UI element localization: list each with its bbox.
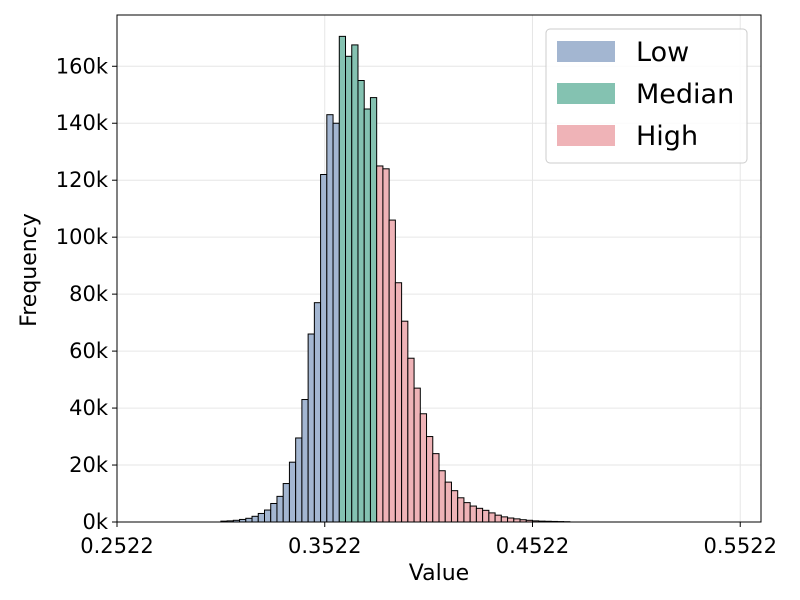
histogram-bar-low	[257, 512, 265, 523]
legend-label-low: Low	[636, 37, 689, 68]
histogram-bar-low	[288, 461, 297, 523]
y-tick-label: 60k	[69, 339, 109, 363]
histogram-bar-high	[488, 512, 496, 523]
histogram-bar-high	[463, 502, 471, 523]
histogram-bar-high	[382, 168, 390, 523]
legend-swatch-median	[557, 83, 615, 104]
histogram-bar-high	[500, 516, 509, 523]
histogram-bar-low	[276, 495, 284, 523]
histogram-bar-median	[363, 108, 371, 523]
y-tick-label: 120k	[56, 168, 109, 192]
histogram-bar-high	[426, 436, 434, 523]
histogram-bar-high	[450, 490, 459, 523]
histogram-bar-low	[251, 515, 259, 523]
legend: Low Median High	[545, 28, 748, 164]
histogram-bar-high	[432, 453, 440, 523]
histogram-bar-low	[320, 174, 328, 523]
y-tick-label: 100k	[56, 225, 109, 249]
histogram-bar-low	[282, 483, 290, 523]
y-axis-ticks: 0k 20k 40k 60k 80k 100k 120k 140k 160k	[56, 54, 117, 534]
x-tick-label: 0.5522	[703, 534, 776, 558]
histogram-bar-high	[394, 282, 403, 523]
histogram-bar-median	[351, 44, 359, 523]
histogram-bar-low	[270, 502, 278, 523]
histogram-bar-high	[376, 165, 384, 523]
histogram-bar-high	[438, 470, 446, 523]
histogram-bar-median	[338, 35, 347, 523]
y-tick-label: 160k	[56, 54, 109, 78]
histogram-bars	[220, 35, 571, 523]
histogram-bar-median	[369, 97, 378, 523]
histogram-bar-high	[494, 514, 502, 523]
histogram-bar-low	[295, 437, 303, 523]
x-tick-label: 0.4522	[496, 534, 569, 558]
histogram-bar-high	[407, 357, 415, 523]
y-tick-label: 40k	[69, 396, 109, 420]
histogram-bar-median	[345, 55, 353, 523]
histogram-bar-low	[313, 302, 322, 523]
histogram-bar-low	[326, 114, 334, 523]
histogram-bar-high	[419, 413, 428, 523]
y-tick-label: 20k	[69, 453, 109, 477]
histogram-bar-high	[482, 509, 490, 523]
legend-swatch-high	[557, 125, 615, 146]
histogram-bar-low	[245, 517, 253, 523]
x-axis-label: Value	[409, 561, 469, 586]
y-tick-label: 0k	[82, 510, 108, 534]
legend-swatch-low	[557, 41, 615, 62]
histogram-bar-high	[469, 505, 477, 523]
x-axis-ticks: 0.2522 0.3522 0.4522 0.5522	[80, 522, 777, 558]
histogram-bar-high	[413, 387, 421, 523]
histogram-bar-high	[475, 507, 484, 523]
histogram-bar-high	[444, 481, 452, 523]
x-tick-label: 0.3522	[288, 534, 361, 558]
y-tick-label: 80k	[69, 282, 109, 306]
plot-frame	[116, 14, 762, 523]
histogram-bar-low	[301, 399, 309, 523]
x-tick-label: 0.2522	[80, 534, 153, 558]
histogram-bar-low	[263, 509, 272, 523]
histogram-bar-high	[388, 219, 396, 523]
y-axis-label: Frequency	[17, 213, 42, 327]
histogram-bar-low	[332, 122, 340, 523]
histogram-bar-high	[401, 320, 409, 523]
histogram-bar-high	[457, 497, 465, 523]
legend-label-high: High	[636, 121, 698, 152]
histogram-bar-high	[507, 517, 515, 523]
y-tick-label: 140k	[56, 111, 109, 135]
legend-label-median: Median	[636, 79, 734, 110]
histogram-bar-low	[307, 333, 315, 523]
histogram-bar-median	[357, 80, 365, 523]
